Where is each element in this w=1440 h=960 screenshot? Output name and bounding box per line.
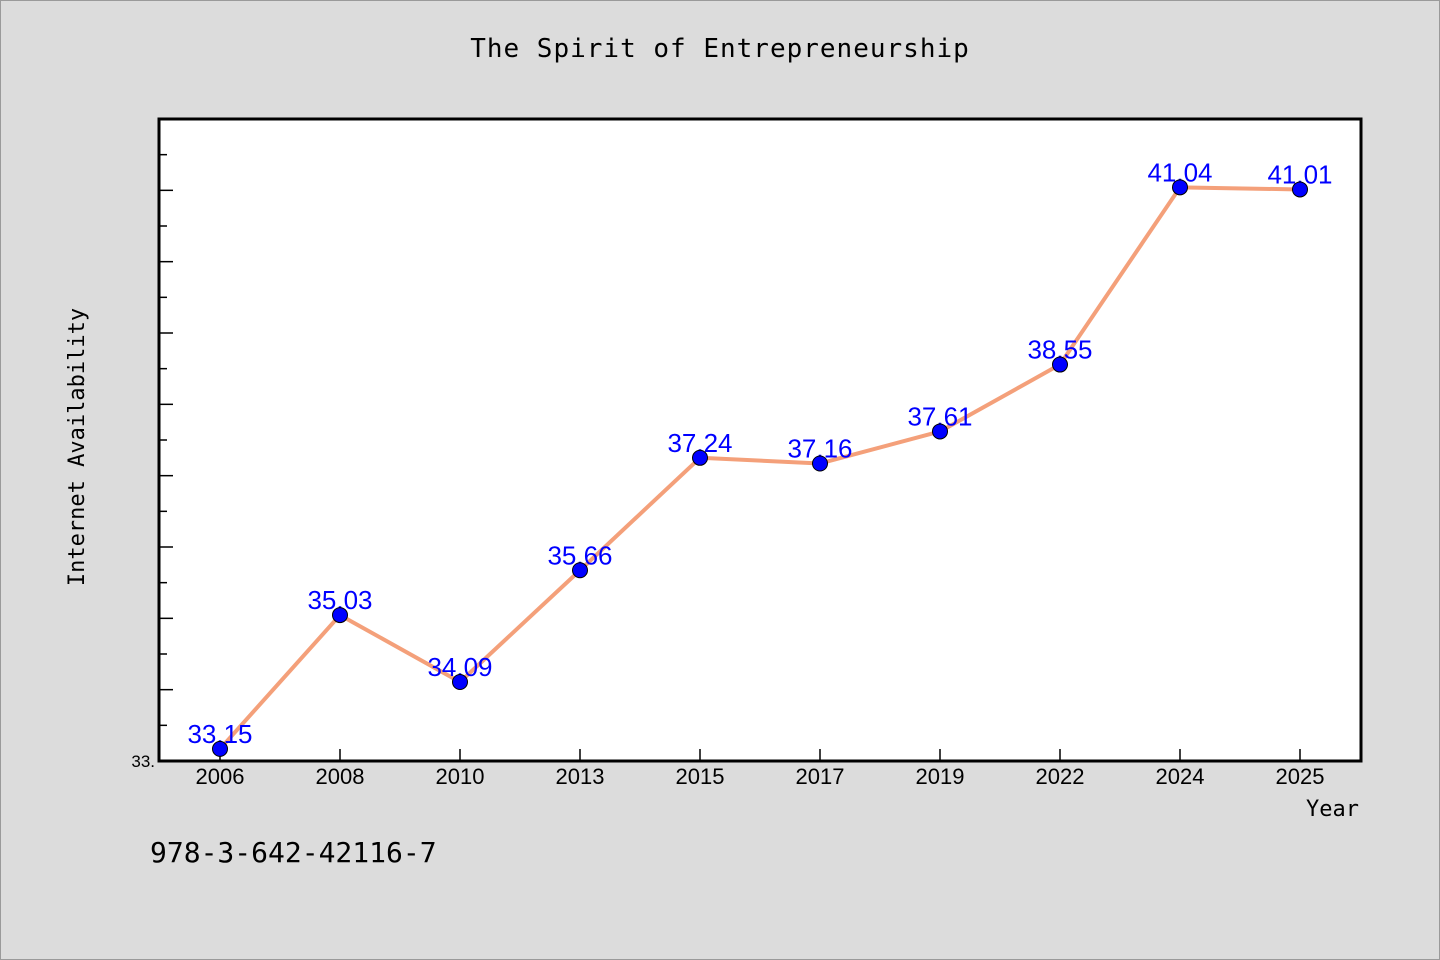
data-point xyxy=(812,455,828,472)
data-point xyxy=(1172,179,1188,196)
x-tick-label: 2006 xyxy=(196,764,245,789)
x-tick-label: 2017 xyxy=(796,764,845,789)
x-tick-label: 2025 xyxy=(1276,764,1325,789)
y-axis-title: Internet Availability xyxy=(65,308,90,586)
x-tick-label: 2015 xyxy=(676,764,725,789)
x-tick-label: 2024 xyxy=(1156,764,1205,789)
chart-title: The Spirit of Entrepreneurship xyxy=(470,34,970,64)
x-axis-ticks: 2006 2008 2010 2013 2015 2017 2019 2022 2024 2025 xyxy=(196,749,1325,789)
series-markers xyxy=(212,179,1308,757)
data-point xyxy=(572,562,588,579)
data-point xyxy=(1292,181,1308,198)
x-tick-label: 2008 xyxy=(316,764,365,789)
data-point xyxy=(332,607,348,624)
x-tick-label: 2022 xyxy=(1036,764,1085,789)
data-point xyxy=(932,423,948,440)
x-axis-title: Year xyxy=(1306,797,1359,822)
plot-area xyxy=(157,117,1363,763)
x-tick-label: 2019 xyxy=(916,764,965,789)
series-line xyxy=(218,185,1301,751)
data-point xyxy=(212,740,228,757)
x-tick-label: 2010 xyxy=(436,764,485,789)
data-point xyxy=(452,673,468,690)
data-point xyxy=(1052,356,1068,373)
data-point xyxy=(692,449,708,466)
y-min-tick-label: 33. xyxy=(131,752,155,771)
isbn-label: 978-3-642-42116-7 xyxy=(150,836,437,869)
y-axis-ticks xyxy=(159,153,173,727)
x-tick-label: 2013 xyxy=(556,764,605,789)
